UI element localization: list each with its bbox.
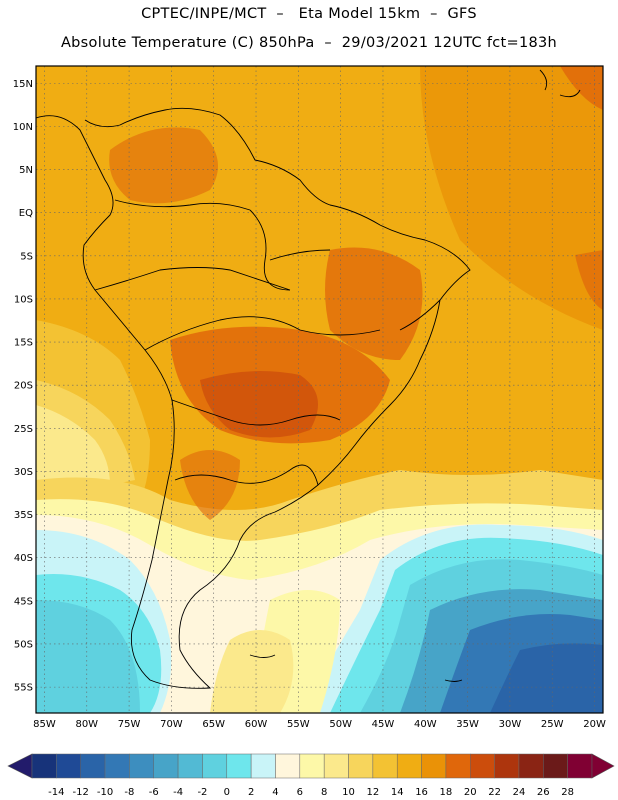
colorbar-swatch <box>421 753 447 779</box>
colorbar-tick-label: -4 <box>173 787 183 798</box>
colorbar-tick-label: -10 <box>97 787 113 798</box>
colorbar-tick-label: -14 <box>48 787 64 798</box>
colorbar-swatch <box>104 753 130 779</box>
colorbar-swatch <box>543 753 568 779</box>
colorbar-swatch <box>56 753 81 779</box>
longitude-label: 55W <box>287 719 310 730</box>
latitude-label: 30S <box>14 467 33 478</box>
longitude-label: 20W <box>583 719 606 730</box>
colorbar <box>7 753 615 779</box>
colorbar-tick-label: 14 <box>391 787 404 798</box>
latitude-label: 40S <box>14 553 33 564</box>
latitude-label: 20S <box>14 381 33 392</box>
colorbar-swatch <box>494 753 520 779</box>
colorbar-swatch <box>31 753 57 779</box>
longitude-labels: 85W 80W 75W 70W 65W 60W 55W 50W 45W 40W 35W 30W 25W 2… <box>33 719 606 730</box>
colorbar-tick-label: 10 <box>342 787 355 798</box>
longitude-label: 65W <box>202 719 225 730</box>
longitude-label: 85W <box>33 719 56 730</box>
colorbar-tick-label: 26 <box>537 787 550 798</box>
colorbar-tick-label: 12 <box>367 787 380 798</box>
temperature-field <box>36 66 603 713</box>
latitude-label: 10S <box>14 294 33 305</box>
longitude-label: 50W <box>329 719 352 730</box>
latitude-label: 5N <box>19 165 33 176</box>
colorbar-tick-label: 8 <box>321 787 327 798</box>
longitude-label: 35W <box>456 719 479 730</box>
colorbar-swatch <box>348 753 374 779</box>
graticule <box>36 66 603 713</box>
colorbar-swatch <box>518 753 544 779</box>
title-line-1: CPTEC/INPE/MCT – Eta Model 15km – GFS <box>141 6 477 22</box>
latitude-label: 5S <box>20 251 33 262</box>
colorbar-tick-label: 20 <box>464 787 477 798</box>
longitude-label: 30W <box>499 719 522 730</box>
colorbar-swatch <box>153 753 179 779</box>
latitude-labels: 15N 10N 5N EQ 5S 10S 15S 20S 25S 30S 35S 40S 45S 50S 5… <box>13 79 33 694</box>
latitude-label: 45S <box>14 596 33 607</box>
colorbar-swatch <box>129 753 154 779</box>
colorbar-swatch <box>250 753 276 779</box>
longitude-label: 70W <box>160 719 183 730</box>
colorbar-swatch <box>177 753 203 779</box>
colorbar-low-arrow <box>7 753 33 779</box>
colorbar-swatch <box>396 753 422 779</box>
colorbar-tick-label: 28 <box>561 787 574 798</box>
latitude-label: EQ <box>19 208 33 219</box>
latitude-label: 15S <box>14 338 33 349</box>
colorbar-swatch <box>323 753 349 779</box>
map-frame <box>35 65 604 714</box>
longitude-label: 80W <box>75 719 98 730</box>
colorbar-swatch <box>80 753 106 779</box>
colorbar-swatch <box>567 753 593 779</box>
colorbar-tick-label: 0 <box>224 787 230 798</box>
title-line-2: Absolute Temperature (C) 850hPa – 29/03/… <box>60 35 558 51</box>
longitude-label: 40W <box>414 719 437 730</box>
latitude-label: 55S <box>14 683 33 694</box>
colorbar-tick-label: 24 <box>513 787 526 798</box>
longitude-label: 60W <box>245 719 268 730</box>
colorbar-tick-label: -8 <box>124 787 134 798</box>
longitude-label: 75W <box>118 719 141 730</box>
colorbar-swatch <box>202 753 228 779</box>
colorbar-tick-label: -2 <box>197 787 207 798</box>
latitude-label: 35S <box>14 510 33 521</box>
longitude-label: 45W <box>372 719 395 730</box>
latitude-label: 50S <box>14 639 33 650</box>
latitude-label: 15N <box>13 79 33 90</box>
longitude-label: 25W <box>541 719 564 730</box>
colorbar-swatch <box>275 753 301 779</box>
colorbar-tick-label: -6 <box>149 787 159 798</box>
latitude-label: 10N <box>13 122 33 133</box>
colorbar-tick-label: 18 <box>440 787 453 798</box>
colorbar-tick-label: -12 <box>73 787 89 798</box>
latitude-label: 25S <box>14 424 33 435</box>
colorbar-high-arrow <box>591 753 615 779</box>
colorbar-swatch <box>299 753 325 779</box>
colorbar-swatch <box>226 753 252 779</box>
colorbar-swatch <box>445 753 471 779</box>
colorbar-tick-label: 4 <box>272 787 278 798</box>
colorbar-labels: -14 -12 -10 -8 -6 -4 -2 0 2 4 6 8 10 12 14 16 18 20 22 24 26… <box>48 787 574 798</box>
colorbar-tick-label: 16 <box>415 787 428 798</box>
colorbar-tick-label: 22 <box>488 787 501 798</box>
colorbar-swatch <box>470 753 495 779</box>
colorbar-tick-label: 6 <box>297 787 303 798</box>
colorbar-swatch <box>372 753 398 779</box>
colorbar-tick-label: 2 <box>248 787 254 798</box>
coastlines <box>36 69 581 689</box>
